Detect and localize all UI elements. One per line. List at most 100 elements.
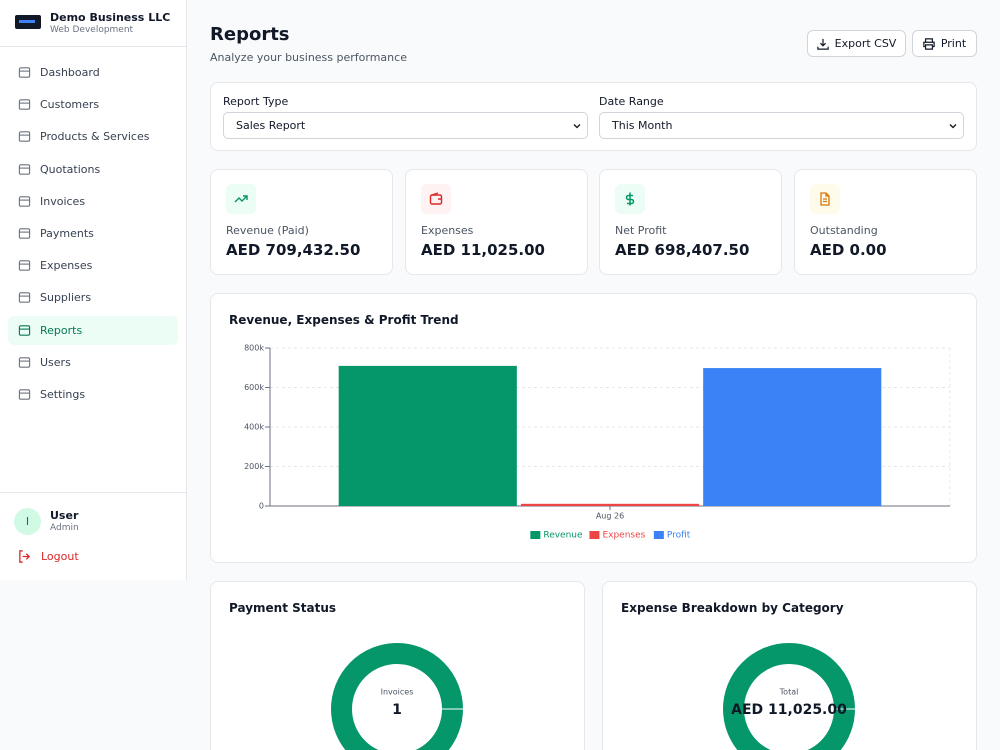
nav-label: Users [40, 355, 71, 369]
x-tick-label: Aug 26 [596, 512, 624, 521]
stat-label: Expenses [421, 224, 474, 237]
nav-icon [18, 163, 31, 175]
date-range-select[interactable]: This Month [599, 112, 964, 139]
chart-card [210, 581, 585, 750]
logout[interactable]: Logout [18, 550, 79, 563]
nav-item[interactable]: Quotations [8, 155, 178, 184]
nav-label: Customers [40, 98, 100, 112]
stat-value: AED 698,407.50 [615, 241, 750, 259]
bar-chart: 0 200k 400k 600k 800k Aug 26 Revenue Expenses Pr… [244, 344, 951, 541]
chart-title: Revenue, Expenses & Profit Trend [229, 313, 459, 327]
user-name: User [50, 509, 79, 522]
stat-card: Outstanding AED 0.00 [794, 169, 977, 275]
stat-card: Expenses AED 11,025.00 [405, 169, 588, 275]
nav-icon [18, 292, 31, 304]
button-label: Print [940, 37, 967, 50]
page-title: Reports [210, 24, 290, 45]
nav-label: Payments [40, 227, 94, 240]
nav-label: Expenses [40, 259, 93, 273]
select-value: This Month [612, 119, 673, 132]
stat-label: Net Profit [615, 224, 667, 237]
nav-icon [18, 131, 31, 143]
sidebar: Demo Business LLC Web Development Dashbo… [0, 0, 187, 580]
legend-label: Expenses [602, 531, 645, 541]
print-button[interactable]: Print [912, 30, 977, 57]
nav-item[interactable]: Suppliers [8, 283, 178, 312]
nav-item[interactable]: Dashboard [8, 58, 178, 87]
nav-icon [18, 389, 31, 400]
stat-icon [226, 184, 256, 214]
nav-item[interactable]: Reports [8, 315, 178, 345]
nav-item[interactable]: Customers [8, 90, 178, 119]
nav-icon [18, 228, 31, 239]
stat-label: Outstanding [810, 224, 878, 237]
legend-swatch [530, 531, 541, 539]
donut-chart: Invoices 1 [331, 643, 464, 750]
nav-label: Settings [40, 388, 86, 401]
chart-card [602, 581, 977, 750]
stat-icon [421, 184, 451, 214]
report-type-select[interactable]: Sales Report [223, 112, 588, 139]
page-subtitle: Analyze your business performance [210, 51, 407, 64]
legend-swatch [653, 531, 664, 539]
stat-icon [810, 184, 840, 214]
stat-label: Revenue (Paid) [226, 224, 309, 237]
legend-label: Revenue [543, 531, 583, 541]
select-value: Sales Report [236, 119, 306, 132]
button-label: Export CSV [834, 37, 897, 50]
nav-icon [18, 67, 31, 78]
stat-icon [615, 184, 645, 214]
nav-item[interactable]: Expenses [8, 251, 178, 280]
nav-item[interactable]: Payments [8, 219, 178, 248]
bar [703, 368, 882, 506]
divider [0, 46, 186, 47]
divider [0, 492, 186, 493]
nav-icon [18, 196, 31, 207]
nav-item[interactable]: Users [8, 348, 178, 377]
nav-label: Suppliers [40, 291, 92, 305]
y-tick-label: 0 [259, 502, 264, 511]
company-subtitle: Web Development [50, 25, 134, 35]
donut-center-label: Total [779, 688, 799, 697]
avatar: I [14, 508, 41, 535]
stat-value: AED 0.00 [810, 241, 887, 259]
filter-card [210, 82, 977, 151]
nav-item[interactable]: Invoices [8, 187, 178, 216]
stat-card: Revenue (Paid) AED 709,432.50 [210, 169, 393, 275]
bar [338, 365, 517, 506]
donut-center-value: AED 11,025.00 [731, 702, 847, 718]
filter-label: Report Type [223, 95, 289, 108]
donut-chart: Total AED 11,025.00 [723, 643, 856, 750]
stat-value: AED 11,025.00 [421, 241, 545, 259]
nav-label: Invoices [40, 194, 86, 208]
user-role: Admin [50, 523, 79, 533]
nav-item[interactable]: Settings [8, 380, 178, 409]
company-name: Demo Business LLC [50, 11, 171, 24]
y-tick-label: 200k [244, 462, 264, 471]
bar [520, 503, 700, 506]
donut-center-value: 1 [392, 702, 402, 718]
nav-icon [18, 357, 31, 368]
chart-title: Payment Status [229, 601, 337, 615]
legend-label: Profit [667, 531, 691, 541]
nav-icon [18, 260, 31, 271]
nav-label: Products & Services [40, 130, 150, 144]
logout-label: Logout [41, 550, 79, 563]
legend-swatch [589, 531, 600, 539]
logo [15, 15, 41, 29]
y-tick-label: 800k [244, 344, 264, 353]
nav-label: Quotations [40, 162, 101, 176]
stat-card: Net Profit AED 698,407.50 [599, 169, 782, 275]
export-button[interactable]: Export CSV [807, 30, 906, 57]
nav-label: Reports [40, 323, 83, 337]
filter-label: Date Range [599, 95, 664, 108]
nav-label: Dashboard [40, 66, 100, 79]
donut-center-label: Invoices [381, 688, 414, 697]
nav-icon [18, 99, 31, 110]
nav-item[interactable]: Products & Services [8, 122, 178, 151]
y-tick-label: 400k [244, 423, 264, 432]
stat-value: AED 709,432.50 [226, 241, 361, 259]
y-tick-label: 600k [244, 383, 264, 392]
nav-icon [18, 324, 31, 336]
